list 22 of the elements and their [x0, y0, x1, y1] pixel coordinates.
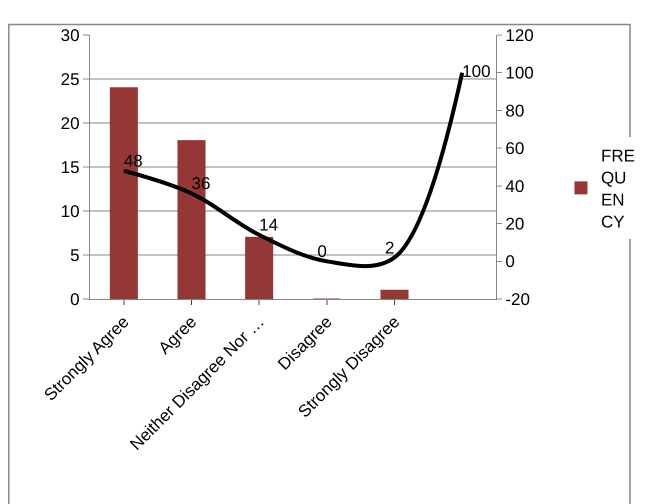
data-label: 2 [385, 238, 394, 258]
y2-tick-label: 100 [505, 64, 534, 83]
y-tick-label: 25 [60, 70, 80, 89]
y-tick-label: 10 [60, 202, 80, 221]
y2-tick-label: 80 [505, 101, 524, 120]
data-label: 14 [259, 216, 278, 235]
y2-tick-label: 0 [505, 252, 515, 272]
data-label: 100 [462, 62, 491, 81]
bar [380, 290, 409, 299]
legend-label: FREQUENCY [600, 146, 635, 232]
y-tick-label: 0 [70, 290, 80, 309]
y-tick-label: 15 [60, 158, 80, 177]
y-tick-label: 5 [70, 246, 80, 265]
y2-tick-label: 20 [505, 214, 524, 234]
bar [245, 236, 274, 299]
y2-tick-label: 60 [505, 139, 524, 158]
y2-tick-label: -20 [505, 290, 530, 309]
y-tick-label: 20 [60, 114, 80, 133]
y2-tick-label: 40 [505, 176, 524, 196]
data-label: 0 [317, 242, 327, 262]
y-tick-label: 30 [60, 26, 80, 45]
y2-tick-label: 120 [505, 26, 534, 45]
